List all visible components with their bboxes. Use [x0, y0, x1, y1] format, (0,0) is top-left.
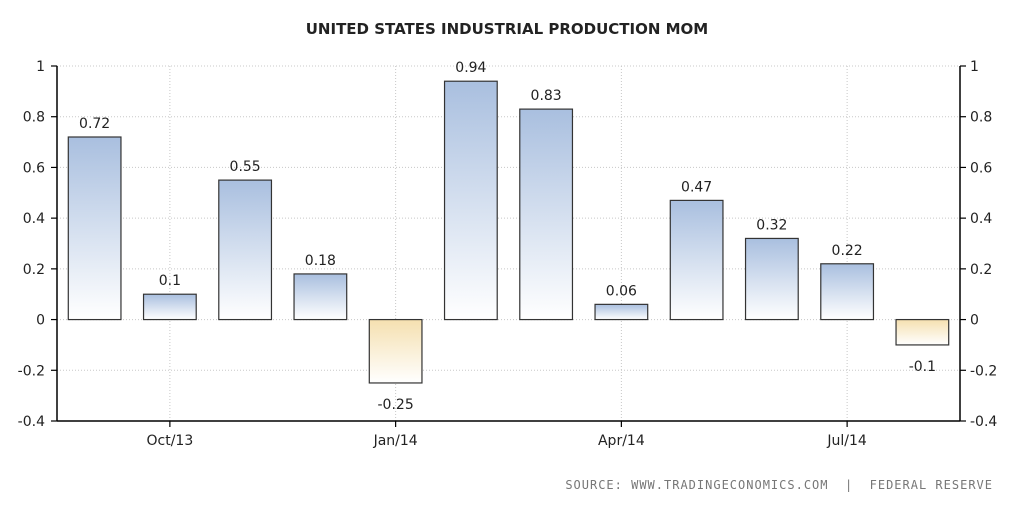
- bar: [594, 303, 649, 321]
- data-label: 0.18: [305, 253, 336, 269]
- source-note: SOURCE: WWW.TRADINGECONOMICS.COM | FEDER…: [565, 478, 993, 492]
- bar: [67, 136, 122, 321]
- bar: [744, 237, 799, 321]
- bar: [142, 293, 197, 321]
- y-tick-label-left: 0: [36, 313, 45, 329]
- bars: [67, 80, 950, 384]
- data-label: 0.83: [531, 88, 562, 104]
- data-label: -0.1: [909, 359, 936, 375]
- y-tick-label-right: 0.2: [970, 262, 992, 278]
- data-label: 0.72: [79, 116, 110, 132]
- y-tick-label-right: -0.4: [970, 414, 997, 430]
- x-tick-label: Oct/13: [147, 433, 194, 449]
- data-label: 0.94: [455, 60, 486, 76]
- y-tick-label-right: 1: [970, 59, 979, 75]
- y-tick-label-left: 1: [36, 59, 45, 75]
- data-label: 0.47: [681, 179, 712, 195]
- data-label: 0.32: [756, 217, 787, 233]
- bar: [895, 318, 950, 346]
- bar: [368, 318, 423, 384]
- chart-title: UNITED STATES INDUSTRIAL PRODUCTION MOM: [306, 20, 709, 38]
- y-tick-label-right: 0.6: [970, 160, 992, 176]
- data-labels: 0.72 0.1 0.55 0.18 -0.25 0.94 0.83 0.06 0.47 0.32…: [79, 60, 936, 413]
- bar: [218, 179, 273, 321]
- y-tick-label-left: 0.6: [23, 160, 45, 176]
- y-tick-label-right: 0: [970, 313, 979, 329]
- tick-labels: 1 1 0.8 0.8 0.6 0.6 0.4 0.4 0.2 0.2 0 0 -0.2 -0.2 -0.4…: [18, 59, 998, 449]
- bar: [443, 80, 498, 321]
- y-tick-label-left: -0.2: [18, 363, 45, 379]
- bar: [293, 273, 348, 321]
- y-tick-label-left: 0.2: [23, 262, 45, 278]
- gridlines: [57, 65, 960, 422]
- y-tick-label-right: 0.4: [970, 211, 992, 227]
- y-tick-label-left: 0.4: [23, 211, 45, 227]
- x-tick-label: Jan/14: [373, 433, 418, 449]
- x-tick-label: Jul/14: [826, 433, 867, 449]
- bar: [519, 108, 574, 321]
- data-label: 0.22: [832, 243, 863, 259]
- bar: [820, 263, 875, 321]
- y-tick-label-right: 0.8: [970, 110, 992, 126]
- data-label: -0.25: [378, 397, 414, 413]
- y-tick-label-left: -0.4: [18, 414, 45, 430]
- data-label: 0.1: [159, 273, 181, 289]
- y-tick-label-right: -0.2: [970, 363, 997, 379]
- data-label: 0.06: [606, 283, 637, 299]
- bar: [669, 199, 724, 321]
- x-tick-label: Apr/14: [598, 433, 645, 449]
- y-tick-label-left: 0.8: [23, 110, 45, 126]
- axes: [51, 65, 966, 427]
- data-label: 0.55: [230, 159, 261, 175]
